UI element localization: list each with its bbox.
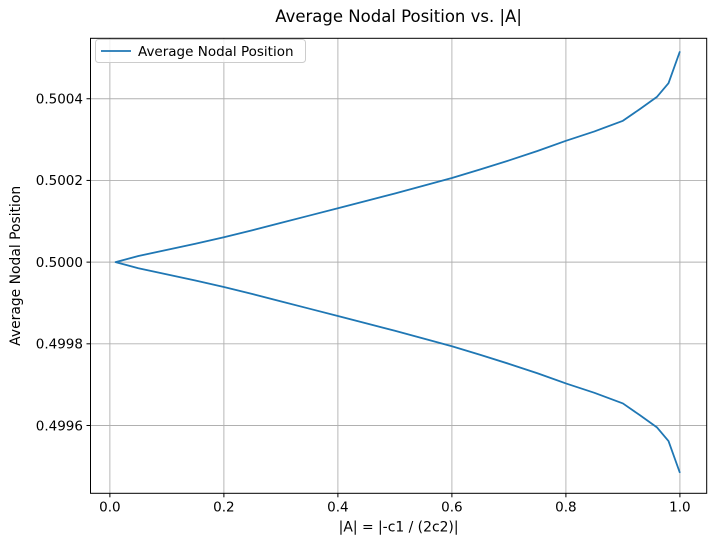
y-tick-label: 0.5004: [36, 92, 83, 108]
x-tick-label: 0.6: [441, 499, 462, 515]
series-line: [114, 51, 681, 474]
y-tick-label: 0.5002: [36, 173, 83, 189]
legend: Average Nodal Position: [95, 39, 306, 63]
axes-spines: [90, 37, 708, 494]
x-tick-label: 0.8: [555, 499, 576, 515]
y-tick-label: 0.4998: [36, 337, 83, 353]
x-axis-label: |A| = |-c1 / (2c2)|: [339, 520, 459, 536]
legend-box: [95, 39, 306, 63]
y-tick-label: 0.4996: [36, 418, 83, 434]
x-tick-label: 0.0: [99, 499, 120, 515]
x-tick-label: 1.0: [669, 499, 690, 515]
x-tick-label: 0.2: [213, 499, 234, 515]
plot-area: 0.0 0.2 0.4 0.6 0.8 1.0 0.4996 0.4998 0.5000 0.50…: [36, 37, 708, 515]
x-tick-label: 0.4: [327, 499, 348, 515]
chart-title: Average Nodal Position vs. |A|: [275, 7, 522, 26]
y-tick-label: 0.5000: [36, 255, 83, 271]
legend-label: Average Nodal Position: [138, 44, 294, 60]
y-axis-label: Average Nodal Position: [8, 186, 24, 346]
